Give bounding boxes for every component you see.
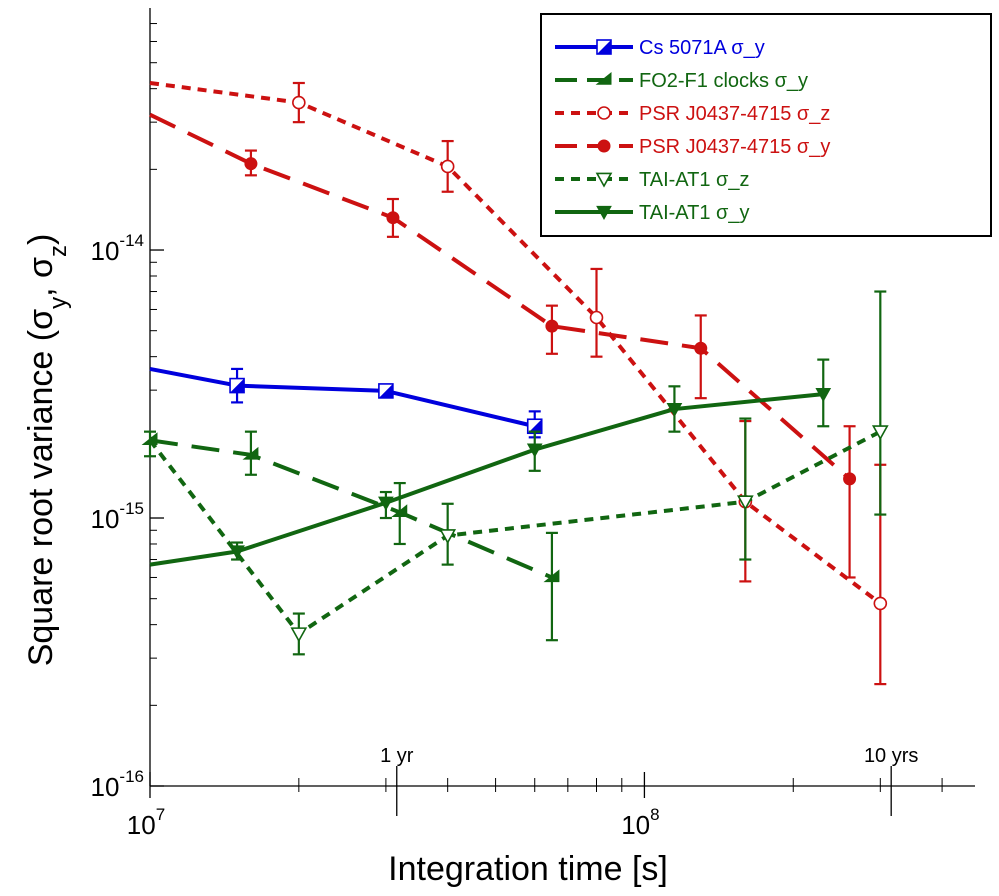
series-line <box>149 366 536 429</box>
legend-label: PSR J0437-4715 σ_z <box>639 103 830 125</box>
marker-half-triangle <box>391 504 408 518</box>
marker-filled-triangle-down <box>815 387 832 403</box>
marker-half-triangle <box>242 446 259 460</box>
legend: Cs 5071A σ_y FO2-F1 clocks σ_y PSR J0437-4… <box>540 13 992 237</box>
marker-filled-triangle-down <box>526 443 543 458</box>
y-axis-label-sub2: z <box>45 245 72 257</box>
series-line <box>149 392 824 567</box>
legend-label: TAI-AT1 σ_z <box>639 169 750 191</box>
legend-label: TAI-AT1 σ_y <box>639 202 750 224</box>
series-0 <box>149 366 543 439</box>
series-line <box>149 81 882 606</box>
y-axis-label: Square root variance (σy, σz) <box>22 234 72 667</box>
marker-filled-circle <box>545 319 559 333</box>
x-tick-label: 108 <box>621 805 659 840</box>
x-tick-label-exp: 7 <box>156 805 165 824</box>
marker-half-square-fill <box>527 419 542 434</box>
y-tick-label-base: 10 <box>91 772 120 802</box>
y-tick-label-exp: -14 <box>119 231 144 250</box>
series-layer <box>141 81 889 686</box>
x-tick-label-base: 10 <box>127 810 156 840</box>
marker-half-square-fill <box>597 40 611 54</box>
marker-open-triangle-down <box>595 172 613 188</box>
x-axis-label: Integration time [s] <box>388 850 668 888</box>
annotation-label: 10 yrs <box>864 745 918 767</box>
marker-open-circle <box>292 95 306 110</box>
marker-filled-triangle-down <box>596 205 612 221</box>
series-5 <box>149 358 832 567</box>
legend-label: Cs 5071A σ_y <box>639 37 765 59</box>
marker-open-circle <box>873 596 888 611</box>
marker-half-square-fill <box>230 378 245 393</box>
series-line <box>149 112 851 481</box>
y-axis-label-main: Square root variance (σ <box>22 309 60 666</box>
marker-open-triangle-down <box>439 529 457 545</box>
y-tick-label-base: 10 <box>91 504 120 534</box>
series-4 <box>148 290 889 656</box>
marker-open-triangle-down <box>736 495 754 511</box>
y-tick-label-exp: -16 <box>119 767 144 786</box>
marker-filled-circle <box>843 472 857 486</box>
marker-filled-triangle-down <box>378 496 394 511</box>
x-tick-label: 107 <box>127 805 165 840</box>
marker-half-square-fill <box>378 383 393 398</box>
x-tick-label-exp: 8 <box>650 805 659 824</box>
marker-filled-circle <box>694 341 708 355</box>
y-tick-label: 10-16 <box>91 767 145 802</box>
marker-filled-triangle-down <box>666 402 683 418</box>
marker-half-triangle <box>595 71 612 85</box>
y-tick-label: 10-14 <box>91 231 145 266</box>
series-3 <box>149 112 857 579</box>
y-tick-label-base: 10 <box>91 236 120 266</box>
y-tick-label: 10-15 <box>91 499 145 534</box>
marker-open-circle <box>589 310 604 325</box>
marker-open-circle <box>597 106 611 120</box>
marker-filled-circle <box>386 211 400 225</box>
legend-label: PSR J0437-4715 σ_y <box>639 136 830 158</box>
legend-box <box>540 13 992 237</box>
legend-label: FO2-F1 clocks σ_y <box>639 70 808 92</box>
series-1 <box>141 430 560 642</box>
marker-filled-triangle-down <box>229 545 245 560</box>
marker-open-circle <box>440 159 455 174</box>
marker-open-triangle-down <box>871 425 889 441</box>
annotation-label: 1 yr <box>380 745 414 767</box>
y-axis-label-sub1: y <box>45 297 72 309</box>
marker-open-triangle-down <box>290 627 308 643</box>
series-line <box>148 429 882 636</box>
y-tick-label-exp: -15 <box>119 499 144 518</box>
y-axis-label-end: ) <box>22 234 60 245</box>
x-tick-label-base: 10 <box>621 810 650 840</box>
marker-filled-circle <box>597 139 611 153</box>
marker-half-triangle <box>543 569 560 583</box>
y-axis-label-sep: , σ <box>22 257 60 297</box>
marker-filled-circle <box>244 157 258 171</box>
series-line <box>149 438 553 580</box>
